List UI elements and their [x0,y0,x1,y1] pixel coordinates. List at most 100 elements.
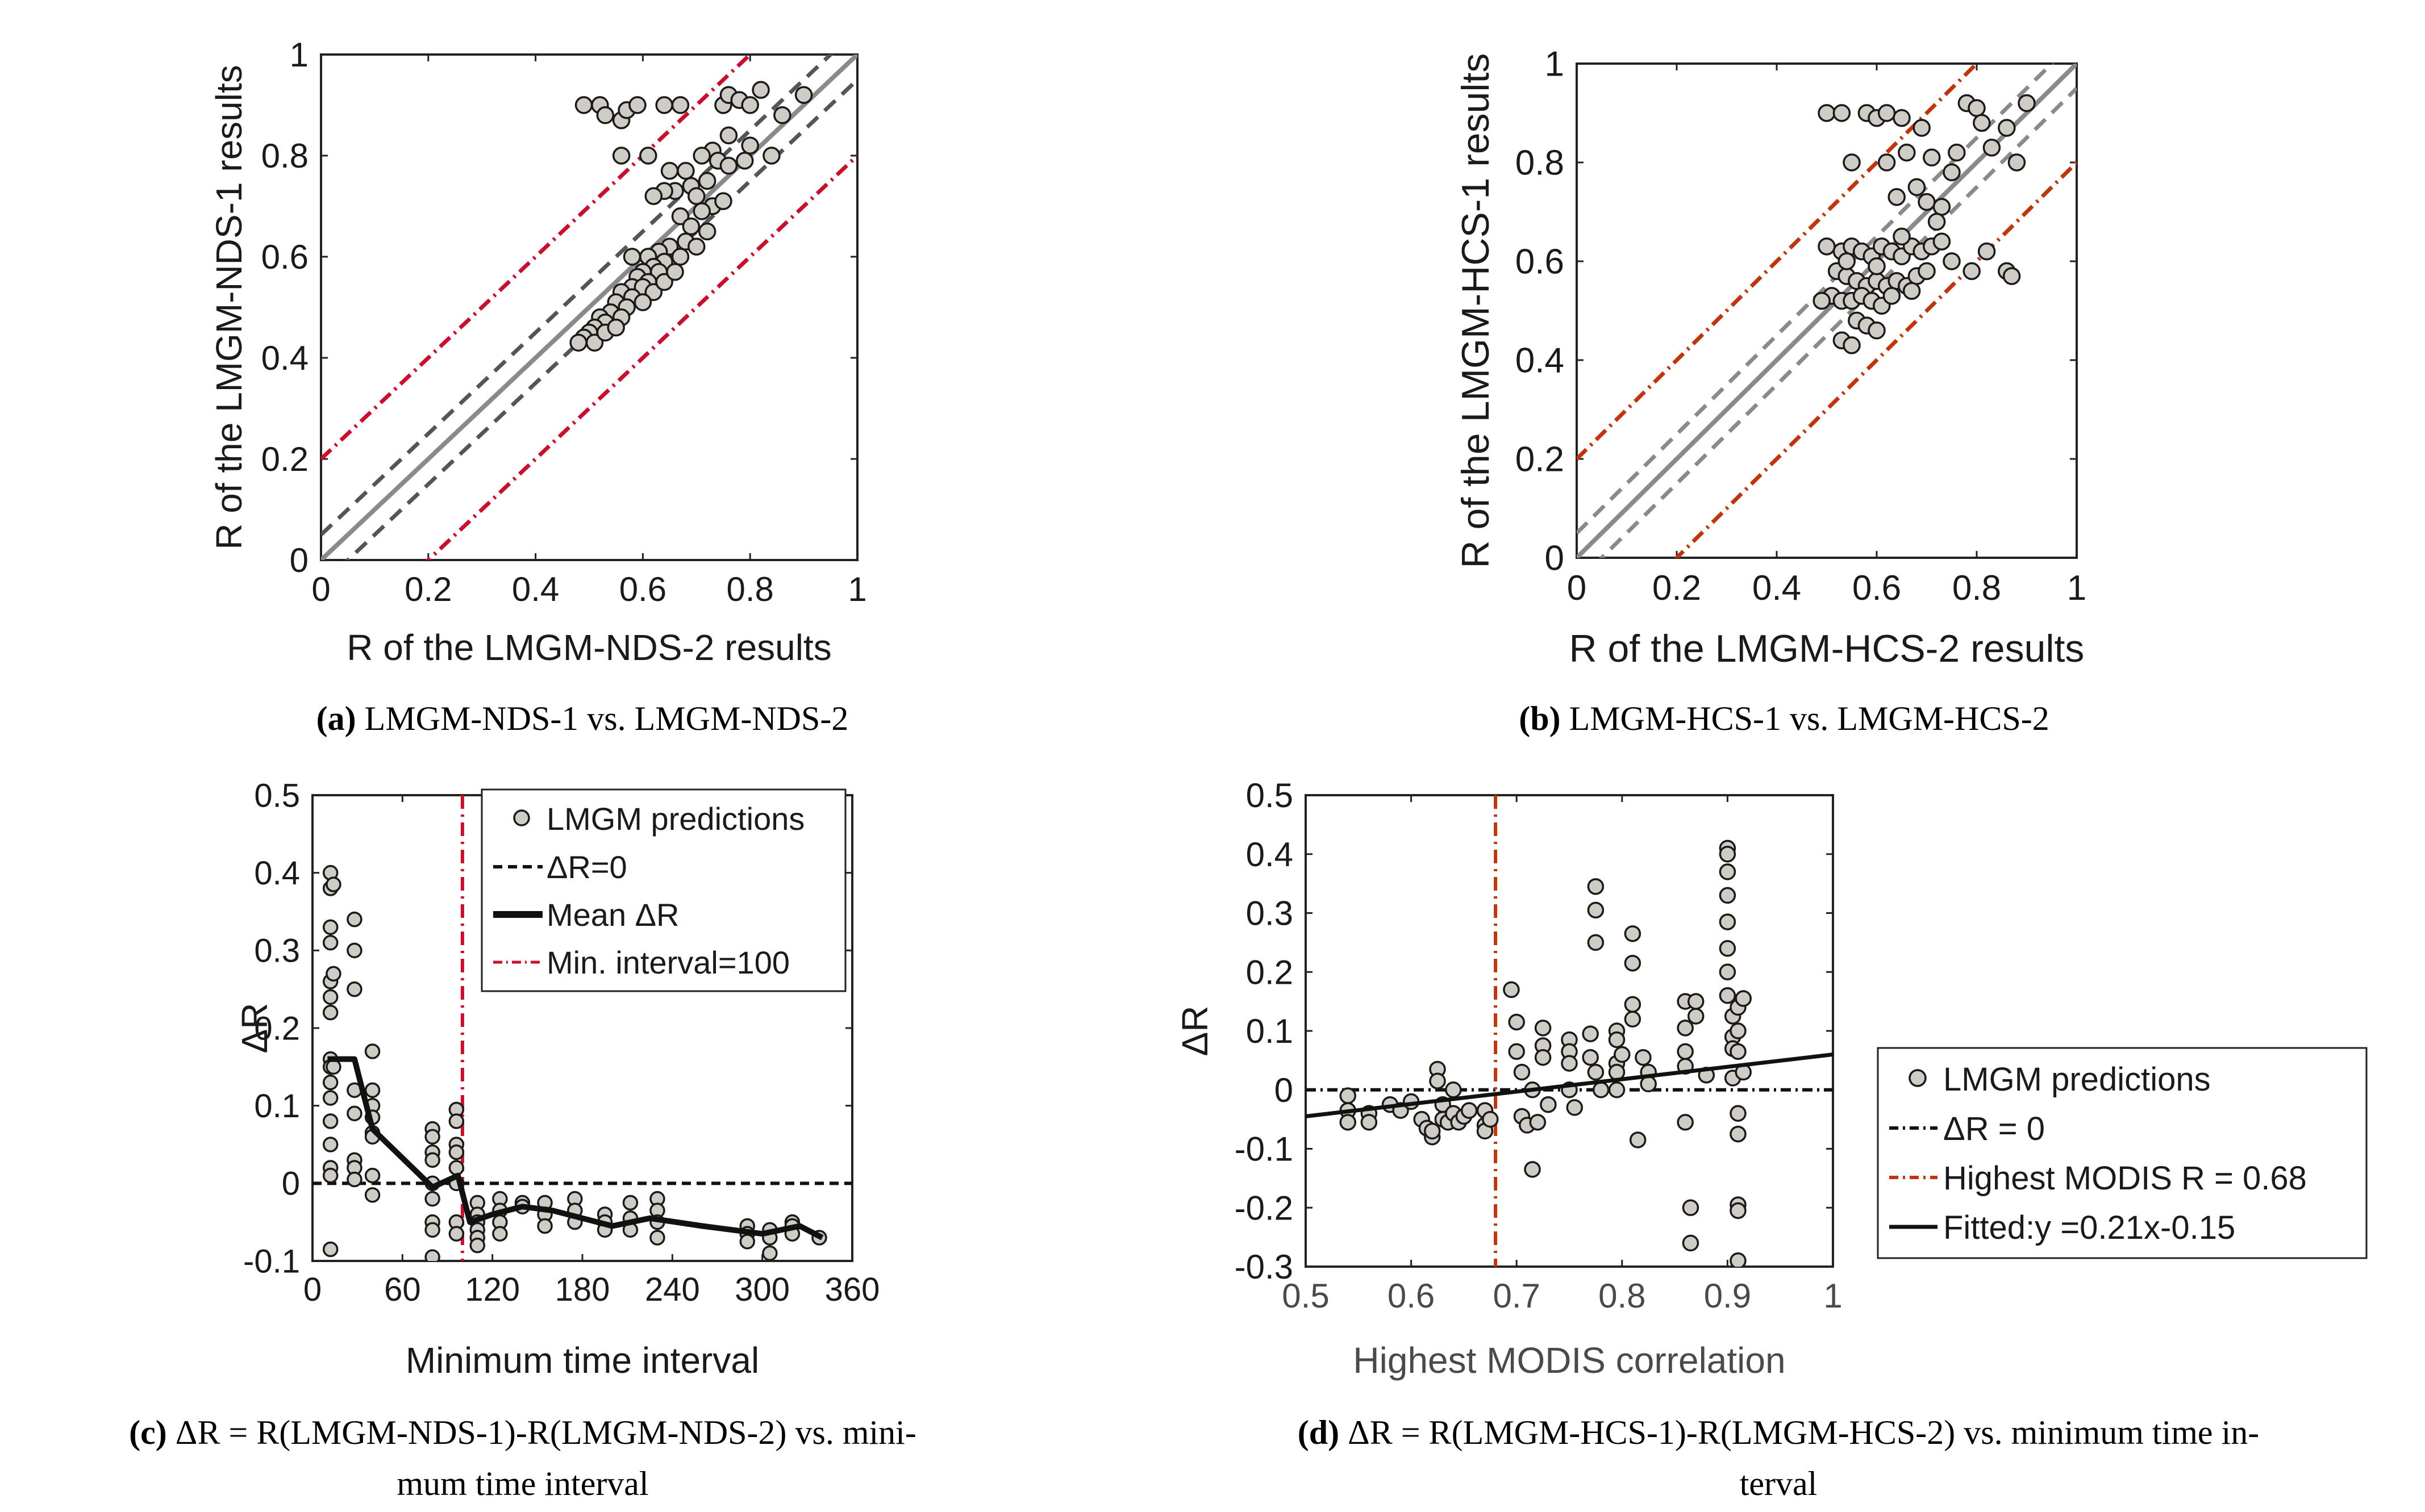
panel-d-point [1608,1081,1626,1099]
panel-b-point [2007,153,2026,172]
panel-c-point [347,1171,363,1188]
panel-c-point [448,1113,465,1129]
panel-c-xtick-label: 0 [303,1271,322,1308]
panel-b-line-005 [1577,64,2055,534]
panel-a-xtick-label: 0.2 [405,570,452,608]
panel-c-point [492,1226,508,1242]
panel-c-point [322,1113,339,1129]
panel-c-ylabel: ΔR [234,1003,275,1054]
panel-b-scatter: 0 0.2 0.4 0.6 0.8 1 0 0.2 0.4 0.6 0.8 1 [1515,45,2086,608]
panel-b-point [2002,267,2021,285]
panel-c-point [347,911,363,928]
legend-c-interval: Min. interval=100 [547,945,790,980]
panel-d-point [1730,1022,1747,1039]
panel-c-point [322,1137,339,1152]
caption-a: (a) LMGM-NDS-1 vs. LMGM-NDS-2 [316,700,849,737]
panel-b-point [1982,139,2001,157]
panel-d-point [1730,1043,1747,1060]
panel-b-plot-area [1577,64,2077,558]
panel-c-point [326,1059,341,1075]
panel-b-point [1868,321,1886,340]
panel-a-point [773,106,791,124]
panel-d-point [1719,963,1736,980]
panel-d-point [1508,1043,1525,1060]
panel-c-point [364,1167,381,1184]
panel-b-ytick-label: 0.6 [1515,243,1564,282]
panel-a-point [596,106,615,124]
panel-b-point [1813,291,1831,310]
panel-b-xtick-label: 0 [1567,569,1586,608]
panel-c-point [448,1144,465,1160]
panel-d-ytick-label: 0.1 [1246,1012,1293,1050]
panel-a-point [688,187,706,205]
panel-c-point [326,966,341,982]
panel-d-xtick-label: 0.8 [1598,1277,1645,1315]
panel-a-point [693,147,711,165]
panel-c-point [469,1237,486,1254]
panel-d-point [1529,1114,1547,1131]
panel-a-point [688,237,706,256]
panel-b-xtick-label: 0.6 [1852,569,1901,608]
panel-b-line-02 [1577,64,1980,461]
panel-c-point [424,1152,440,1168]
panel-a-ytick-label: 0.6 [261,238,309,276]
panel-d-plot-area [1306,795,1833,1267]
panel-d-point [1360,1114,1378,1131]
panel-a-line-11 [321,55,857,560]
panel-d-point [1429,1072,1446,1089]
panel-d-point [1587,901,1605,919]
panel-a-line-005 [321,55,834,537]
panel-b-point [1888,188,1906,206]
panel-b-point [1943,252,1961,270]
panel-d-scatter: 0.5 0.6 0.7 0.8 0.9 1 -0.3 -0.2 -0.1 0 0.1 0.2 0.3 0.… [1235,776,1843,1315]
panel-a-ytick-label: 0.4 [261,339,309,377]
panel-c-ytick-label: 0.4 [254,855,300,892]
panel-d-point [1730,1125,1747,1143]
panel-d-point [1624,925,1641,942]
panel-a-line-02 [425,154,857,560]
panel-d-legend: LMGM predictions ΔR = 0 Highest MODIS R … [1877,1047,2368,1259]
panel-b-point [1838,252,1856,270]
panel-d-point [1730,1105,1747,1122]
panel-c-point [322,1241,339,1258]
panel-d-point [1534,1049,1552,1066]
panel-a-xtick-label: 0 [311,570,330,608]
panel-a-scatter: 0 0.2 0.4 0.6 0.8 1 0 0.2 0.4 0.6 0.8 1 [261,36,867,608]
panel-d-frame [1305,794,1834,1268]
panel-a-ytick-label: 0 [290,541,309,579]
panel-d-xtick-label: 0.9 [1704,1277,1751,1315]
panel-a-point [671,207,690,225]
panel-b-point [1973,114,1991,132]
panel-b-point [1913,119,1931,137]
panel-b-point [1998,119,2016,137]
panel-d-point [1624,954,1641,972]
panel-b-ytick-label: 0 [1545,539,1564,578]
panel-c-ytick-label: 0.1 [254,1088,300,1125]
panel-d-point [1719,940,1736,957]
panel-b-point [1893,227,1911,246]
panel-d-xlabel: Highest MODIS correlation [1353,1340,1785,1381]
panel-a-point [741,96,759,114]
panel-d-ytick-label: 0.5 [1246,776,1293,815]
legend-d-zero: ΔR = 0 [1943,1110,2045,1147]
panel-c-mean-line [327,1056,824,1240]
panel-d-point [1482,1110,1499,1128]
panel-a-xtick-label: 0.6 [619,570,666,608]
panel-c-point [424,1249,440,1261]
panel-b-point [1907,178,1926,197]
panel-a-point [693,202,711,220]
panel-b-xlabel: R of the LMGM-HCS-2 results [1569,627,2085,670]
panel-c-xtick-label: 300 [735,1271,790,1308]
panel-d-point [1582,1025,1599,1042]
panel-d-ytick-label: 0.4 [1246,836,1293,874]
panel-b-xtick-label: 1 [2067,569,2086,608]
panel-d-point [1719,846,1736,863]
panel-d-ylabel: ΔR [1174,1006,1215,1056]
panel-c-xtick-label: 360 [825,1271,880,1308]
panel-a-point [698,222,716,241]
legend-d-predictions: LMGM predictions [1943,1061,2211,1098]
panel-a-point [660,161,679,180]
panel-c-point [537,1218,553,1234]
panel-c-point [322,1074,339,1091]
